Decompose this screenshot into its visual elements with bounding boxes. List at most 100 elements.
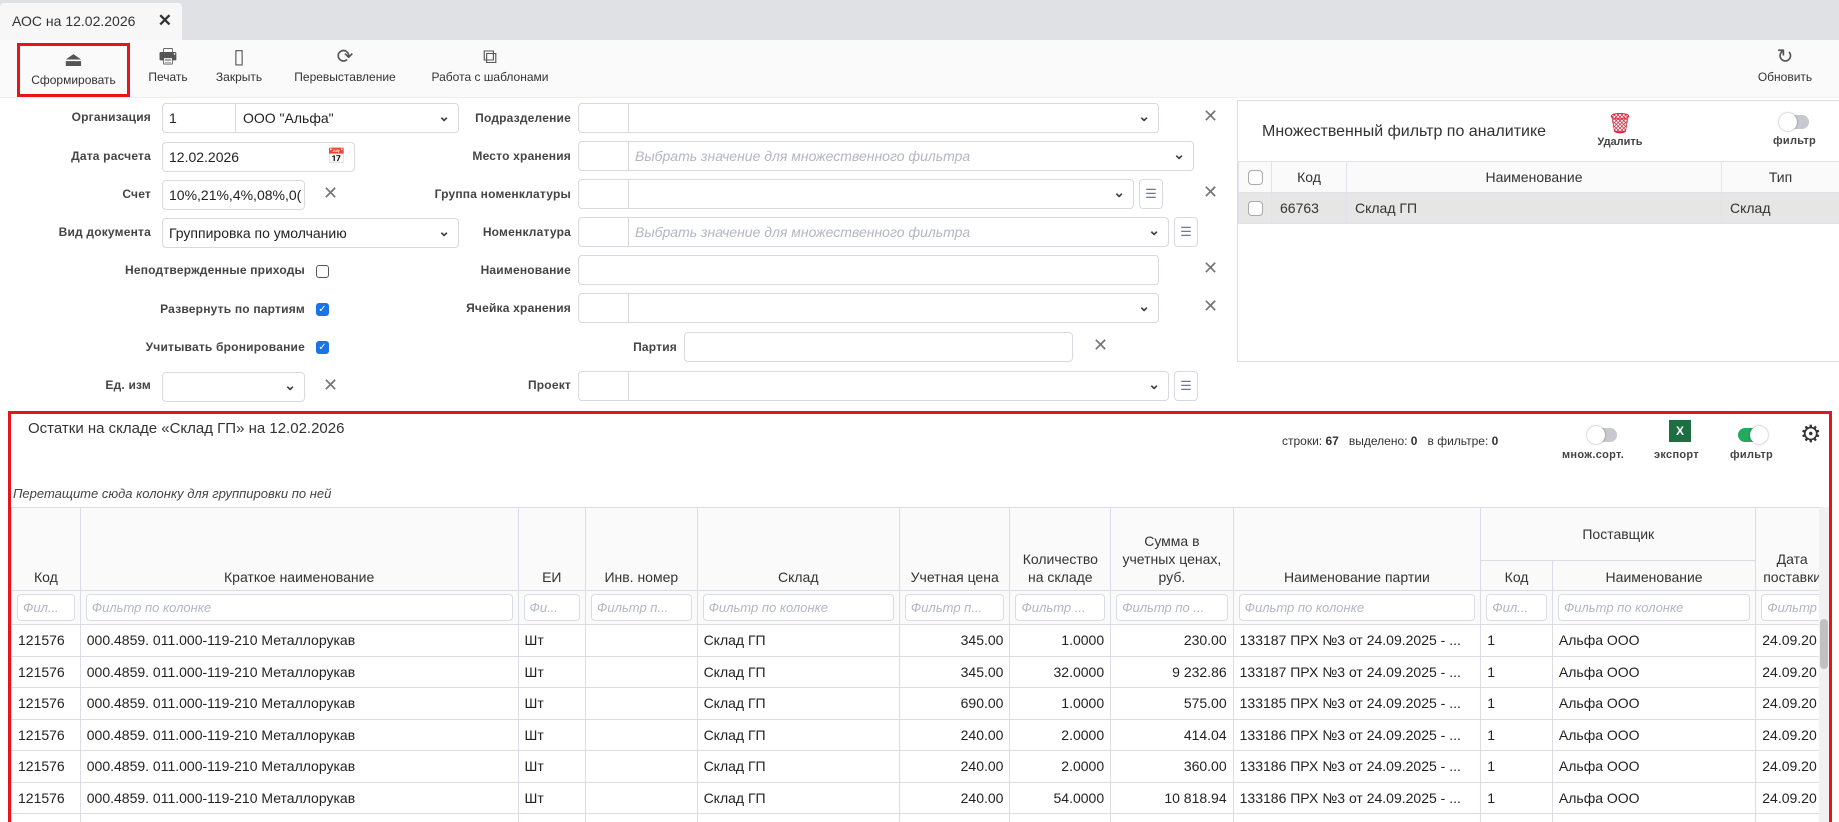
- table-cell: 133185 ПРХ №3 от 24.09.2025 - ...: [1232, 687, 1482, 720]
- col-header[interactable]: Код: [1480, 560, 1553, 591]
- column-filter-input[interactable]: Фильтр п...: [904, 594, 1005, 621]
- col-header[interactable]: Код: [11, 507, 81, 591]
- close-tab-icon[interactable]: ✕: [157, 11, 172, 30]
- project-label: Проект: [527, 378, 571, 392]
- clear-account-icon[interactable]: ✕: [323, 183, 339, 203]
- project-select[interactable]: ⌄: [578, 371, 1169, 401]
- col-header[interactable]: Склад: [696, 507, 900, 591]
- clear-unit-icon[interactable]: ✕: [323, 375, 339, 395]
- booking-checkbox[interactable]: ✓: [316, 341, 329, 354]
- col-code[interactable]: Код: [1271, 161, 1347, 193]
- close-button[interactable]: ▯ Закрыть: [208, 44, 270, 94]
- vertical-scrollbar[interactable]: [1819, 507, 1829, 822]
- column-filter-input[interactable]: Фильтр по колонке: [1557, 594, 1751, 621]
- scrollbar-thumb[interactable]: [1820, 619, 1828, 669]
- col-header[interactable]: Инв. номер: [585, 507, 698, 591]
- calendar-icon[interactable]: 📅: [327, 148, 346, 165]
- col-header[interactable]: Наименование партии: [1232, 507, 1482, 591]
- batch-input[interactable]: [684, 332, 1073, 362]
- generate-icon: ⏏: [64, 49, 83, 71]
- col-header[interactable]: Учетная цена: [898, 507, 1011, 591]
- cell-select[interactable]: ⌄: [578, 293, 1159, 323]
- project-tree-button[interactable]: ☰: [1174, 371, 1198, 401]
- table-cell: 1: [1480, 624, 1553, 657]
- col-header[interactable]: Краткое наименование: [79, 507, 519, 591]
- division-label: Подразделение: [475, 111, 571, 125]
- col-name[interactable]: Наименование: [1346, 161, 1722, 193]
- table-cell: 240.00: [898, 750, 1011, 783]
- clear-division-icon[interactable]: ✕: [1203, 106, 1219, 126]
- date-label: Дата расчета: [71, 149, 151, 163]
- doctype-select[interactable]: Группировка по умолчанию ⌄: [162, 218, 459, 248]
- export-label[interactable]: экспорт: [1654, 449, 1699, 461]
- row-checkbox[interactable]: [1238, 192, 1272, 224]
- column-filter-input[interactable]: Фи...: [523, 594, 581, 621]
- unit-select[interactable]: ⌄: [162, 372, 305, 402]
- refresh-label: Обновить: [1757, 70, 1813, 84]
- col-type[interactable]: Тип: [1721, 161, 1839, 193]
- clear-batch-icon[interactable]: ✕: [1093, 335, 1109, 355]
- group-select[interactable]: ⌄: [578, 179, 1134, 209]
- col-header[interactable]: Количество на складе: [1009, 507, 1112, 591]
- clear-cell-icon[interactable]: ✕: [1203, 296, 1219, 316]
- excel-export-icon[interactable]: X: [1669, 420, 1691, 442]
- col-header[interactable]: Наименование: [1551, 560, 1757, 591]
- column-filter-input[interactable]: Фильтр ...: [1015, 594, 1106, 621]
- col-header[interactable]: Сумма в учетных ценах, руб.: [1110, 507, 1234, 591]
- column-filter-input[interactable]: Фильтр по колонке: [85, 594, 513, 621]
- name-input[interactable]: [578, 255, 1159, 285]
- nomen-tree-button[interactable]: ☰: [1174, 217, 1198, 247]
- date-input[interactable]: 12.02.2026 📅: [162, 142, 355, 172]
- column-filter-input[interactable]: Фил...: [17, 594, 75, 621]
- clear-group-icon[interactable]: ✕: [1203, 182, 1219, 202]
- templates-button[interactable]: ⧉ Работа с шаблонами: [422, 44, 558, 94]
- multi-filter-title: Множественный фильтр по аналитике: [1262, 123, 1547, 140]
- column-filter-input[interactable]: Фильтр по колонке: [702, 594, 894, 621]
- column-filter-input[interactable]: Фильтр: [1761, 594, 1823, 621]
- tab-aos[interactable]: АОС на 12.02.2026 ✕: [0, 3, 182, 40]
- col-group-supplier: Поставщик: [1480, 507, 1757, 561]
- generate-button[interactable]: ⏏ Сформировать: [17, 43, 130, 97]
- table-cell: 1: [1480, 781, 1553, 814]
- select-all-checkbox[interactable]: [1238, 161, 1272, 193]
- column-filter-input[interactable]: Фильтр по ...: [1116, 594, 1228, 621]
- grid-filter-toggle[interactable]: [1738, 426, 1768, 444]
- delete-button[interactable]: 🗑 Удалить: [1590, 111, 1650, 148]
- table-cell: [585, 718, 698, 751]
- gear-icon[interactable]: ⚙: [1800, 421, 1822, 448]
- column-filter-input[interactable]: Фильтр п...: [591, 594, 692, 621]
- table-row[interactable]: 66763 Склад ГП Склад: [1238, 192, 1839, 224]
- column-filter-input[interactable]: Фил...: [1486, 594, 1547, 621]
- refresh-button[interactable]: ↻ Обновить: [1750, 44, 1820, 94]
- table-cell: 10 818.94: [1110, 781, 1234, 814]
- grid-filter-label: фильтр: [1730, 449, 1774, 461]
- nomen-select[interactable]: Выбрать значение для множественного филь…: [578, 217, 1169, 247]
- division-select[interactable]: ⌄: [578, 103, 1159, 133]
- col-header[interactable]: ЕИ: [517, 507, 587, 591]
- account-input[interactable]: 10%,21%,4%,08%,0(: [162, 180, 305, 210]
- storage-select[interactable]: Выбрать значение для множественного филь…: [578, 141, 1194, 171]
- multisort-toggle[interactable]: [1587, 426, 1617, 444]
- multi-filter-toggle[interactable]: [1779, 113, 1809, 131]
- org-select[interactable]: 1 ООО "Альфа" ⌄: [162, 103, 459, 133]
- clear-name-icon[interactable]: ✕: [1203, 258, 1219, 278]
- unconfirmed-checkbox[interactable]: [316, 265, 329, 278]
- column-filter-input[interactable]: Фильтр по колонке: [1238, 594, 1476, 621]
- doctype-label: Вид документа: [58, 225, 151, 239]
- print-button[interactable]: 🖶 Печать: [140, 44, 196, 94]
- table-cell: [585, 781, 698, 814]
- nomen-label: Номенклатура: [482, 225, 571, 239]
- reissue-button[interactable]: ⟳ Перевыставление: [285, 44, 405, 94]
- group-tree-button[interactable]: ☰: [1139, 179, 1163, 209]
- expand-checkbox[interactable]: ✓: [316, 303, 329, 316]
- table-cell: 121576: [11, 655, 81, 688]
- col-header[interactable]: Дата поставки: [1755, 507, 1829, 591]
- table-cell: [585, 624, 698, 657]
